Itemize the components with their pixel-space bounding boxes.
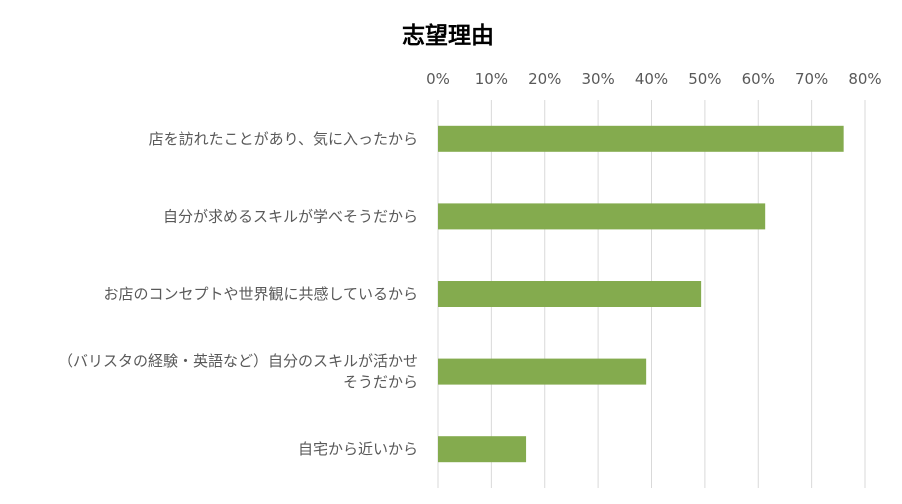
category-label: お店のコンセプトや世界観に共感しているから <box>103 285 418 303</box>
x-tick-label: 80% <box>848 70 881 88</box>
bar <box>438 281 702 307</box>
x-tick-label: 30% <box>581 70 614 88</box>
x-tick-label: 60% <box>742 70 775 88</box>
x-tick-label: 0% <box>426 70 450 88</box>
bar <box>438 436 527 463</box>
category-label: そうだから <box>343 373 418 391</box>
bars <box>438 125 844 463</box>
bar <box>438 203 766 230</box>
x-tick-label: 50% <box>688 70 721 88</box>
category-labels: 店を訪れたことがあり、気に入ったから自分が求めるスキルが学べそうだからお店のコン… <box>58 130 418 458</box>
category-label: 自分が求めるスキルが学べそうだから <box>163 207 418 225</box>
x-tick-label: 70% <box>795 70 828 88</box>
x-tick-label: 10% <box>475 70 508 88</box>
x-axis-ticks: 0% 10% 20% 30% 40% 50% 60% 70% 80% <box>426 70 882 88</box>
category-label: （バリスタの経験・英語など）自分のスキルが活かせ <box>58 352 418 370</box>
category-label: 自宅から近いから <box>298 440 418 458</box>
bar <box>438 358 647 385</box>
x-tick-label: 20% <box>528 70 561 88</box>
category-label: 店を訪れたことがあり、気に入ったから <box>149 130 418 148</box>
chart-title: 志望理由 <box>402 23 494 49</box>
x-tick-label: 40% <box>635 70 668 88</box>
bar <box>438 125 844 152</box>
